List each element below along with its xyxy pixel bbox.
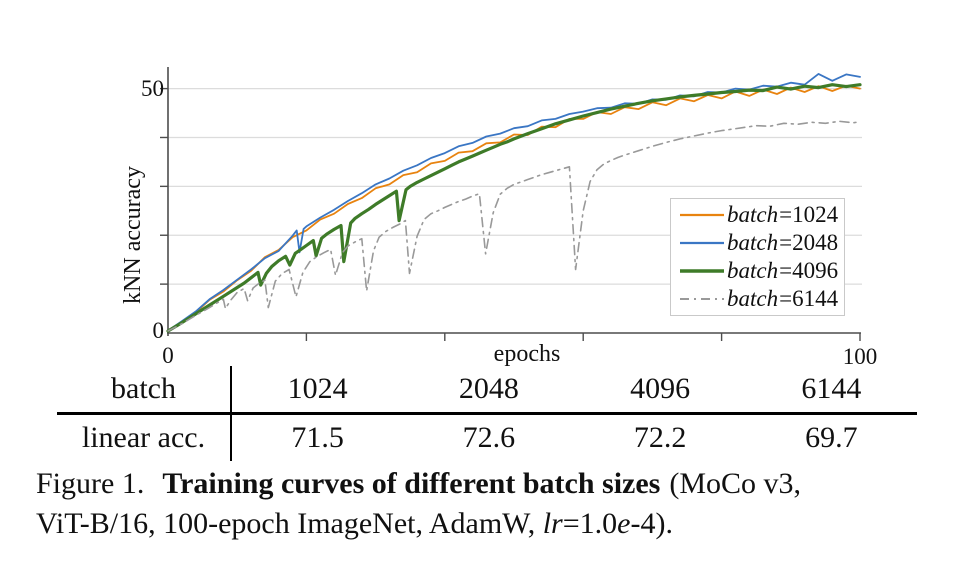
training-curves-chart [160,67,862,341]
series-line-batch-2048 [167,73,861,332]
caption-lr-value: =1.0 [562,507,618,540]
x-axis-label: epochs [493,341,561,367]
series-line-batch-6144 [167,120,861,332]
y-tick-label-0: 0 [152,318,165,343]
x-tick-label-100: 100 [842,344,878,369]
legend-entry-batch-4096: batch=4096 [679,258,840,285]
legend-label: batch=2048 [727,230,839,255]
caption-lr-italic: lr [542,507,563,540]
table-linear-acc-6144: 69.7 [805,421,858,454]
legend-line-sample [680,241,724,245]
table-header-linear-acc: linear acc. [57,415,232,461]
table-linear-acc-4096: 72.2 [633,421,687,454]
x-tick-label-0: 0 [162,343,174,368]
table-linear-acc-2048: 72.6 [462,421,516,454]
table-batch-4096: 4096 [574,366,746,415]
table-batch-2048: 2048 [403,366,575,415]
table-header-batch: batch [57,366,232,415]
legend-label: batch=4096 [727,258,839,283]
caption-e-italic: e [617,507,631,540]
caption-line-2: ViT-B/16, 100-epoch ImageNet, AdamW, lr=… [36,504,956,544]
caption-bold-title: Training curves of different batch sizes [162,467,661,500]
y-tick-label-50: 50 [141,76,164,101]
caption-tail: -4). [630,507,673,540]
legend-label: batch=1024 [727,202,839,227]
caption-line-1: Figure 1. Training curves of different ba… [36,464,956,504]
legend-entry-batch-2048: batch=2048 [679,230,840,257]
legend-line-sample [680,298,724,300]
caption-settings: ViT-B/16, 100-epoch ImageNet, AdamW, [36,507,543,540]
series-line-batch-4096 [166,83,862,333]
caption-after-bold: (MoCo v3, [669,467,802,500]
legend-label: batch=6144 [727,286,839,311]
figure-caption: Figure 1. Training curves of different ba… [36,464,956,544]
legend-entry-batch-1024: batch=1024 [679,202,840,229]
caption-figure-label: Figure 1. [36,467,145,500]
chart-legend: batch=1024 batch=2048 batch=4096 batch=6144 [670,198,845,316]
table-batch-6144: 6144 [745,366,917,415]
table-batch-1024: 1024 [232,366,404,415]
legend-line-sample [680,213,724,217]
y-axis-label: kNN accuracy [120,166,146,304]
results-table: batch 1024 2048 4096 6144 linear acc. 71… [57,366,917,461]
legend-entry-batch-6144: batch=6144 [679,286,840,313]
legend-line-sample [680,269,724,273]
table-linear-acc-1024: 71.5 [291,421,344,454]
